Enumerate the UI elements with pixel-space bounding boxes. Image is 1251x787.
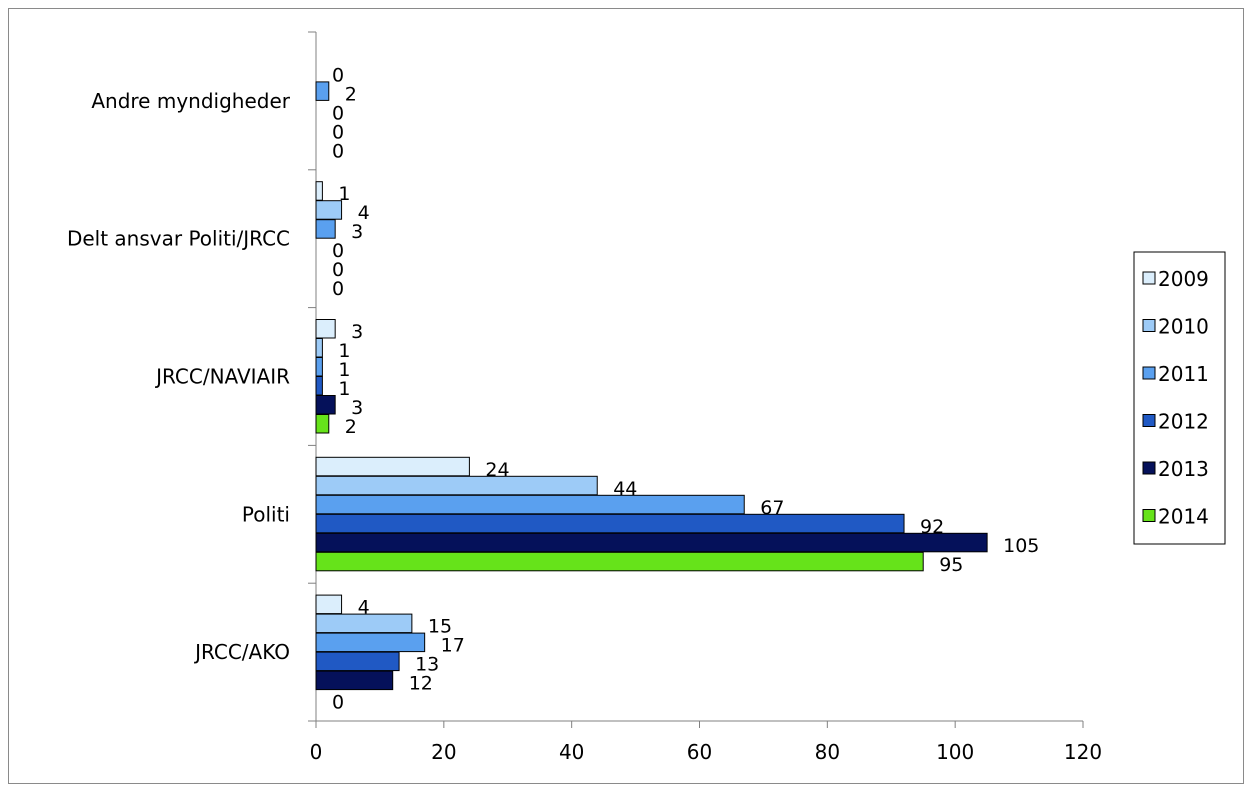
data-label: 0 (332, 240, 344, 262)
legend-label-2014: 2014 (1158, 505, 1209, 529)
data-label: 0 (332, 64, 344, 86)
bars (315, 81, 988, 691)
bar-2011 (315, 219, 336, 239)
category-labels: JRCC/AKO Politi JRCC/NAVIAIR Delt ansvar Po… (67, 89, 291, 664)
legend: 2009 2010 2011 2012 2013 2014 (1133, 251, 1226, 545)
bar-2011 (315, 632, 426, 653)
legend-label-2010: 2010 (1158, 315, 1209, 339)
x-tick-label: 80 (815, 740, 840, 764)
legend-swatch-2014 (1142, 509, 1156, 522)
bar-2013 (315, 670, 394, 691)
data-label: 4 (358, 597, 370, 619)
data-label: 15 (428, 616, 452, 638)
data-label: 13 (415, 654, 439, 676)
bar-2014 (315, 551, 924, 572)
data-label: 105 (1003, 535, 1039, 557)
x-tick-label: 0 (310, 740, 323, 764)
legend-label-2012: 2012 (1158, 410, 1209, 434)
data-label: 24 (485, 459, 509, 481)
category-label: Delt ansvar Politi/JRCC (67, 227, 290, 251)
data-label: 3 (351, 221, 363, 243)
data-label: 1 (338, 340, 350, 362)
data-label: 67 (760, 497, 784, 519)
legend-label-2013: 2013 (1158, 457, 1209, 481)
data-label: 2 (345, 83, 357, 105)
data-label: 3 (351, 321, 363, 343)
x-tick-label: 100 (936, 740, 974, 764)
chart-frame (8, 8, 1244, 784)
x-tick-label: 40 (559, 740, 584, 764)
data-label: 0 (332, 259, 344, 281)
bar-2010 (315, 338, 323, 358)
legend-swatch-2010 (1142, 319, 1156, 332)
bar-2014 (315, 414, 330, 434)
legend-swatch-2012 (1142, 414, 1156, 427)
data-label: 0 (332, 278, 344, 300)
data-label: 1 (338, 183, 350, 205)
data-label: 95 (939, 554, 963, 576)
bar-2009 (315, 319, 336, 339)
bar-2013 (315, 532, 988, 553)
bar-2012 (315, 651, 400, 672)
legend-swatch-2013 (1142, 461, 1156, 475)
data-label: 12 (409, 673, 433, 695)
bar-2012 (315, 513, 905, 534)
data-label: 4 (358, 202, 370, 224)
bar-2011 (315, 357, 323, 377)
bar-2012 (315, 376, 323, 396)
data-label: 17 (441, 635, 465, 657)
legend-label-2011: 2011 (1158, 362, 1209, 386)
x-tick-labels: 0 20 40 60 80 100 120 (310, 740, 1102, 764)
x-tick-label: 60 (687, 740, 712, 764)
data-label: 3 (351, 397, 363, 419)
legend-swatch-2011 (1142, 366, 1156, 380)
legend-swatch-2009 (1142, 271, 1156, 285)
axes (308, 31, 1084, 728)
bar-2011 (315, 494, 745, 515)
bar-2013 (315, 395, 336, 415)
bar-2010 (315, 475, 598, 496)
data-label: 0 (332, 692, 344, 714)
legend-label-2009: 2009 (1158, 267, 1209, 291)
bar-2011 (315, 81, 330, 101)
bar-2009 (315, 594, 343, 615)
bar-2009 (315, 456, 470, 477)
x-tick-label: 20 (431, 740, 456, 764)
x-tick-label: 120 (1064, 740, 1102, 764)
category-label: Politi (242, 502, 290, 526)
data-label: 0 (332, 140, 344, 162)
data-label: 44 (613, 478, 637, 500)
category-label: JRCC/AKO (193, 640, 290, 664)
data-label: 1 (338, 359, 350, 381)
data-label: 0 (332, 121, 344, 143)
bar-2009 (315, 181, 323, 201)
category-label: JRCC/NAVIAIR (154, 365, 290, 389)
data-label: 92 (920, 516, 944, 538)
category-label: Andre myndigheder (91, 89, 290, 113)
data-label: 2 (345, 416, 357, 438)
legend-box (1133, 251, 1226, 545)
data-label: 0 (332, 102, 344, 124)
data-label: 1 (338, 378, 350, 400)
